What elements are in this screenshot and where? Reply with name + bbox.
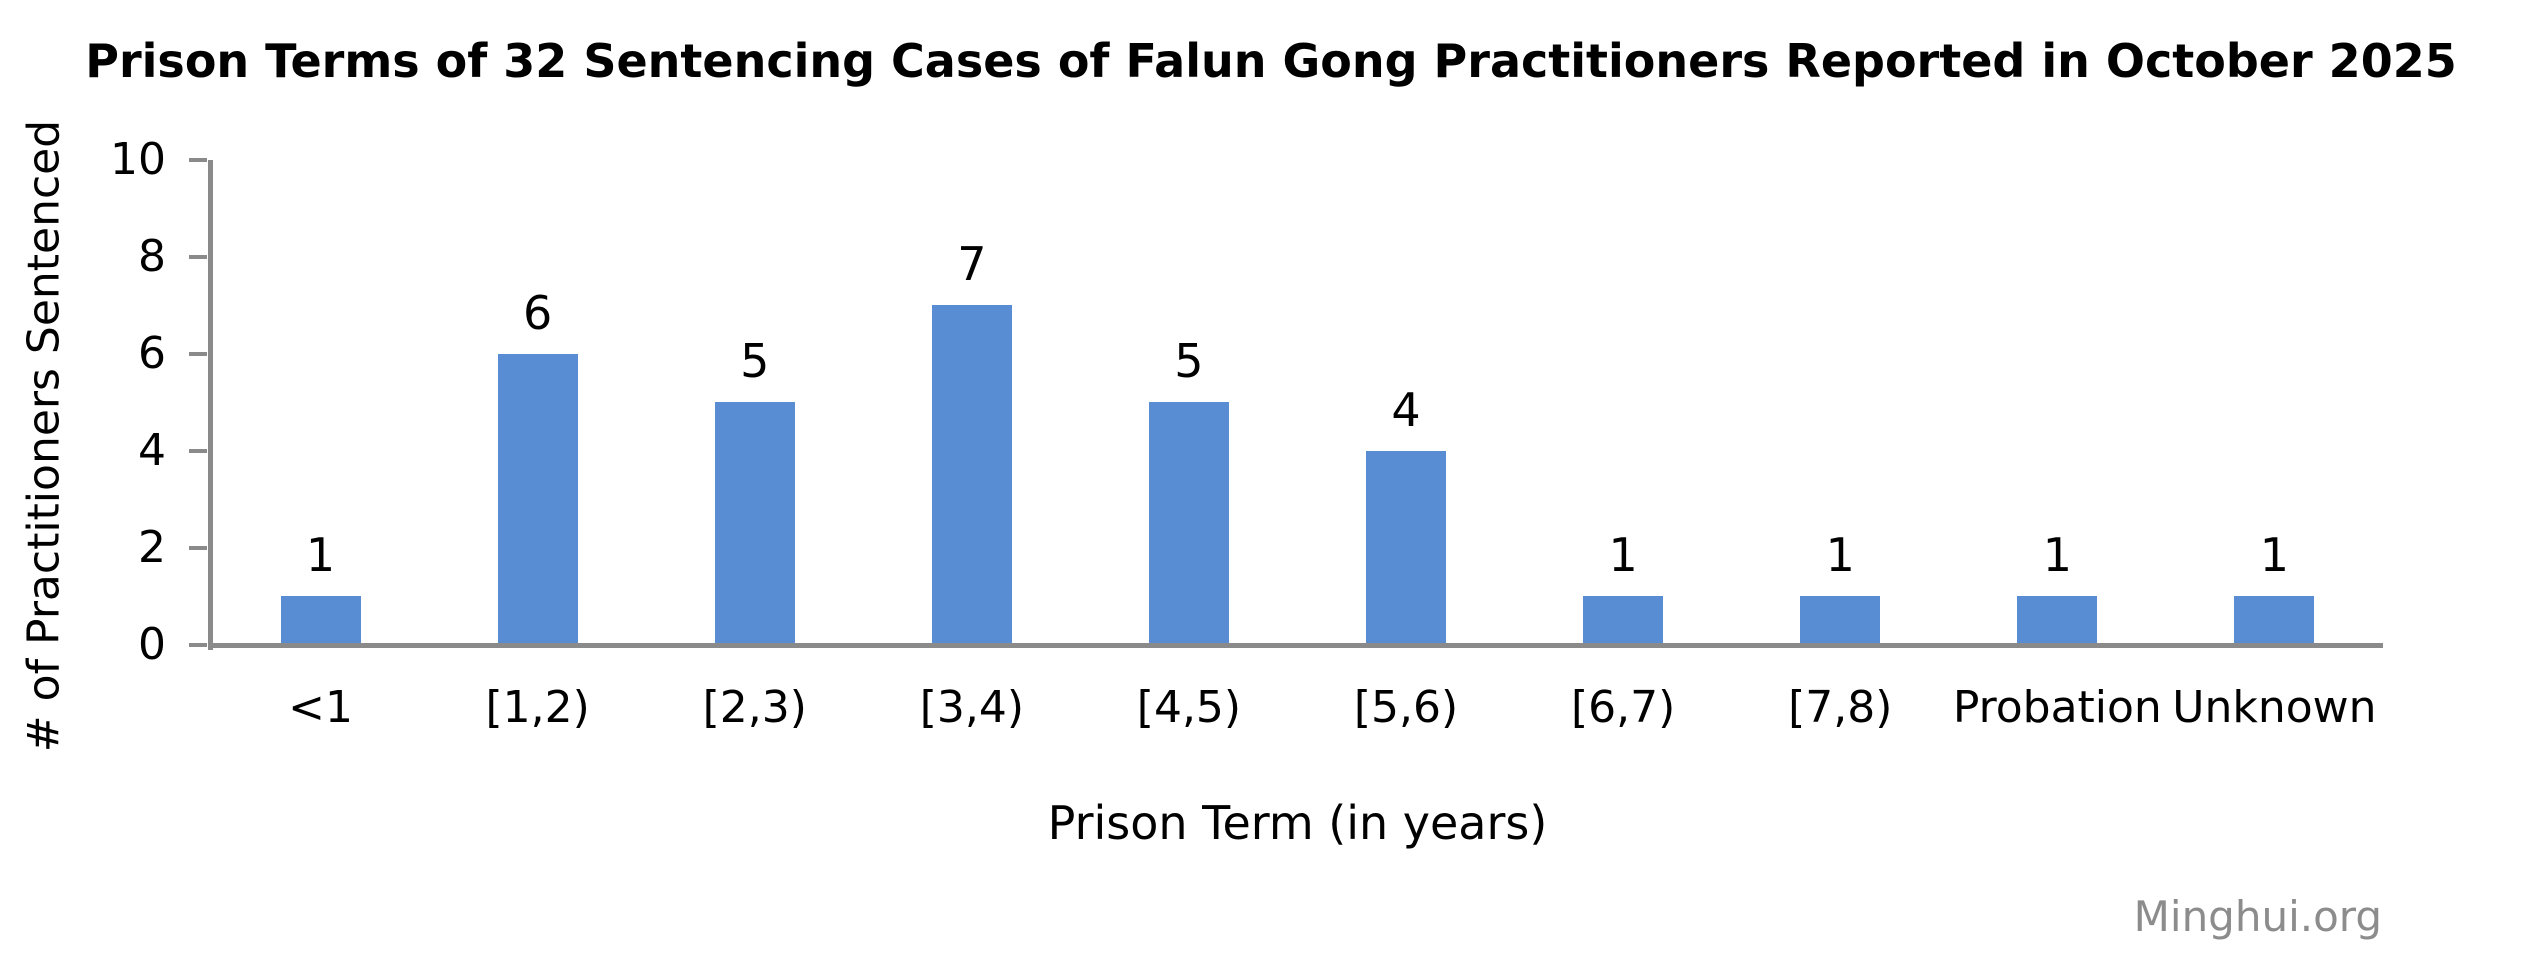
bar-value-label: 6 bbox=[523, 285, 553, 340]
x-tick-label: <1 bbox=[288, 682, 353, 733]
x-tick-label: [6,7) bbox=[1570, 682, 1676, 733]
bar-[4,5) bbox=[1148, 402, 1229, 643]
y-tick-mark bbox=[189, 643, 207, 647]
bar-[5,6) bbox=[1366, 450, 1447, 643]
bar-value-label: 4 bbox=[1391, 382, 1421, 437]
bar-[1,2) bbox=[497, 353, 578, 643]
y-axis-title: # of Practitioners Sentenced bbox=[18, 119, 70, 753]
bar-value-label: 5 bbox=[740, 334, 770, 389]
y-tick-label: 6 bbox=[138, 327, 166, 379]
y-tick-label: 10 bbox=[110, 133, 166, 185]
bar-value-label: 1 bbox=[305, 528, 336, 583]
bar-[7,8) bbox=[1800, 596, 1881, 643]
x-tick-label: Probation bbox=[1952, 682, 2162, 733]
x-tick-label: [2,3) bbox=[702, 682, 807, 733]
bar-value-label: 7 bbox=[957, 237, 987, 292]
bar-value-label: 5 bbox=[1174, 334, 1204, 389]
watermark: Minghui.org bbox=[2133, 892, 2382, 941]
y-tick-label: 2 bbox=[138, 521, 166, 573]
y-tick-mark bbox=[189, 157, 207, 162]
y-tick-mark bbox=[189, 545, 207, 550]
x-tick-label: [7,8) bbox=[1788, 682, 1893, 733]
y-tick-mark bbox=[189, 351, 207, 356]
bar-[2,3) bbox=[714, 402, 795, 643]
bar-Probation bbox=[2017, 596, 2098, 643]
bar-Unknown bbox=[2234, 596, 2315, 643]
x-tick-label: [1,2) bbox=[485, 682, 590, 733]
y-tick-label: 8 bbox=[138, 230, 166, 282]
y-tick-mark bbox=[189, 254, 207, 259]
x-tick-label: [5,6) bbox=[1353, 682, 1459, 733]
bar-value-label: 1 bbox=[1825, 528, 1855, 583]
bar-value-label: 1 bbox=[2042, 528, 2072, 583]
bar-value-label: 1 bbox=[1608, 528, 1638, 583]
x-tick-label: Unknown bbox=[2172, 682, 2377, 733]
y-axis-spine bbox=[208, 159, 213, 650]
x-tick-label: [4,5) bbox=[1136, 682, 1242, 733]
bar-[3,4) bbox=[931, 305, 1012, 643]
x-tick-label: [3,4) bbox=[919, 682, 1024, 733]
y-tick-label: 0 bbox=[138, 619, 166, 670]
bar-value-label: 1 bbox=[2259, 528, 2290, 583]
x-axis-spine bbox=[208, 643, 2383, 648]
bar-[6,7) bbox=[1583, 596, 1664, 643]
y-tick-label: 4 bbox=[138, 424, 166, 476]
y-tick-mark bbox=[189, 448, 207, 453]
bar-<1 bbox=[280, 596, 361, 643]
chart-title: Prison Terms of 32 Sentencing Cases of F… bbox=[85, 34, 2457, 88]
x-axis-title: Prison Term (in years) bbox=[1047, 796, 1548, 850]
